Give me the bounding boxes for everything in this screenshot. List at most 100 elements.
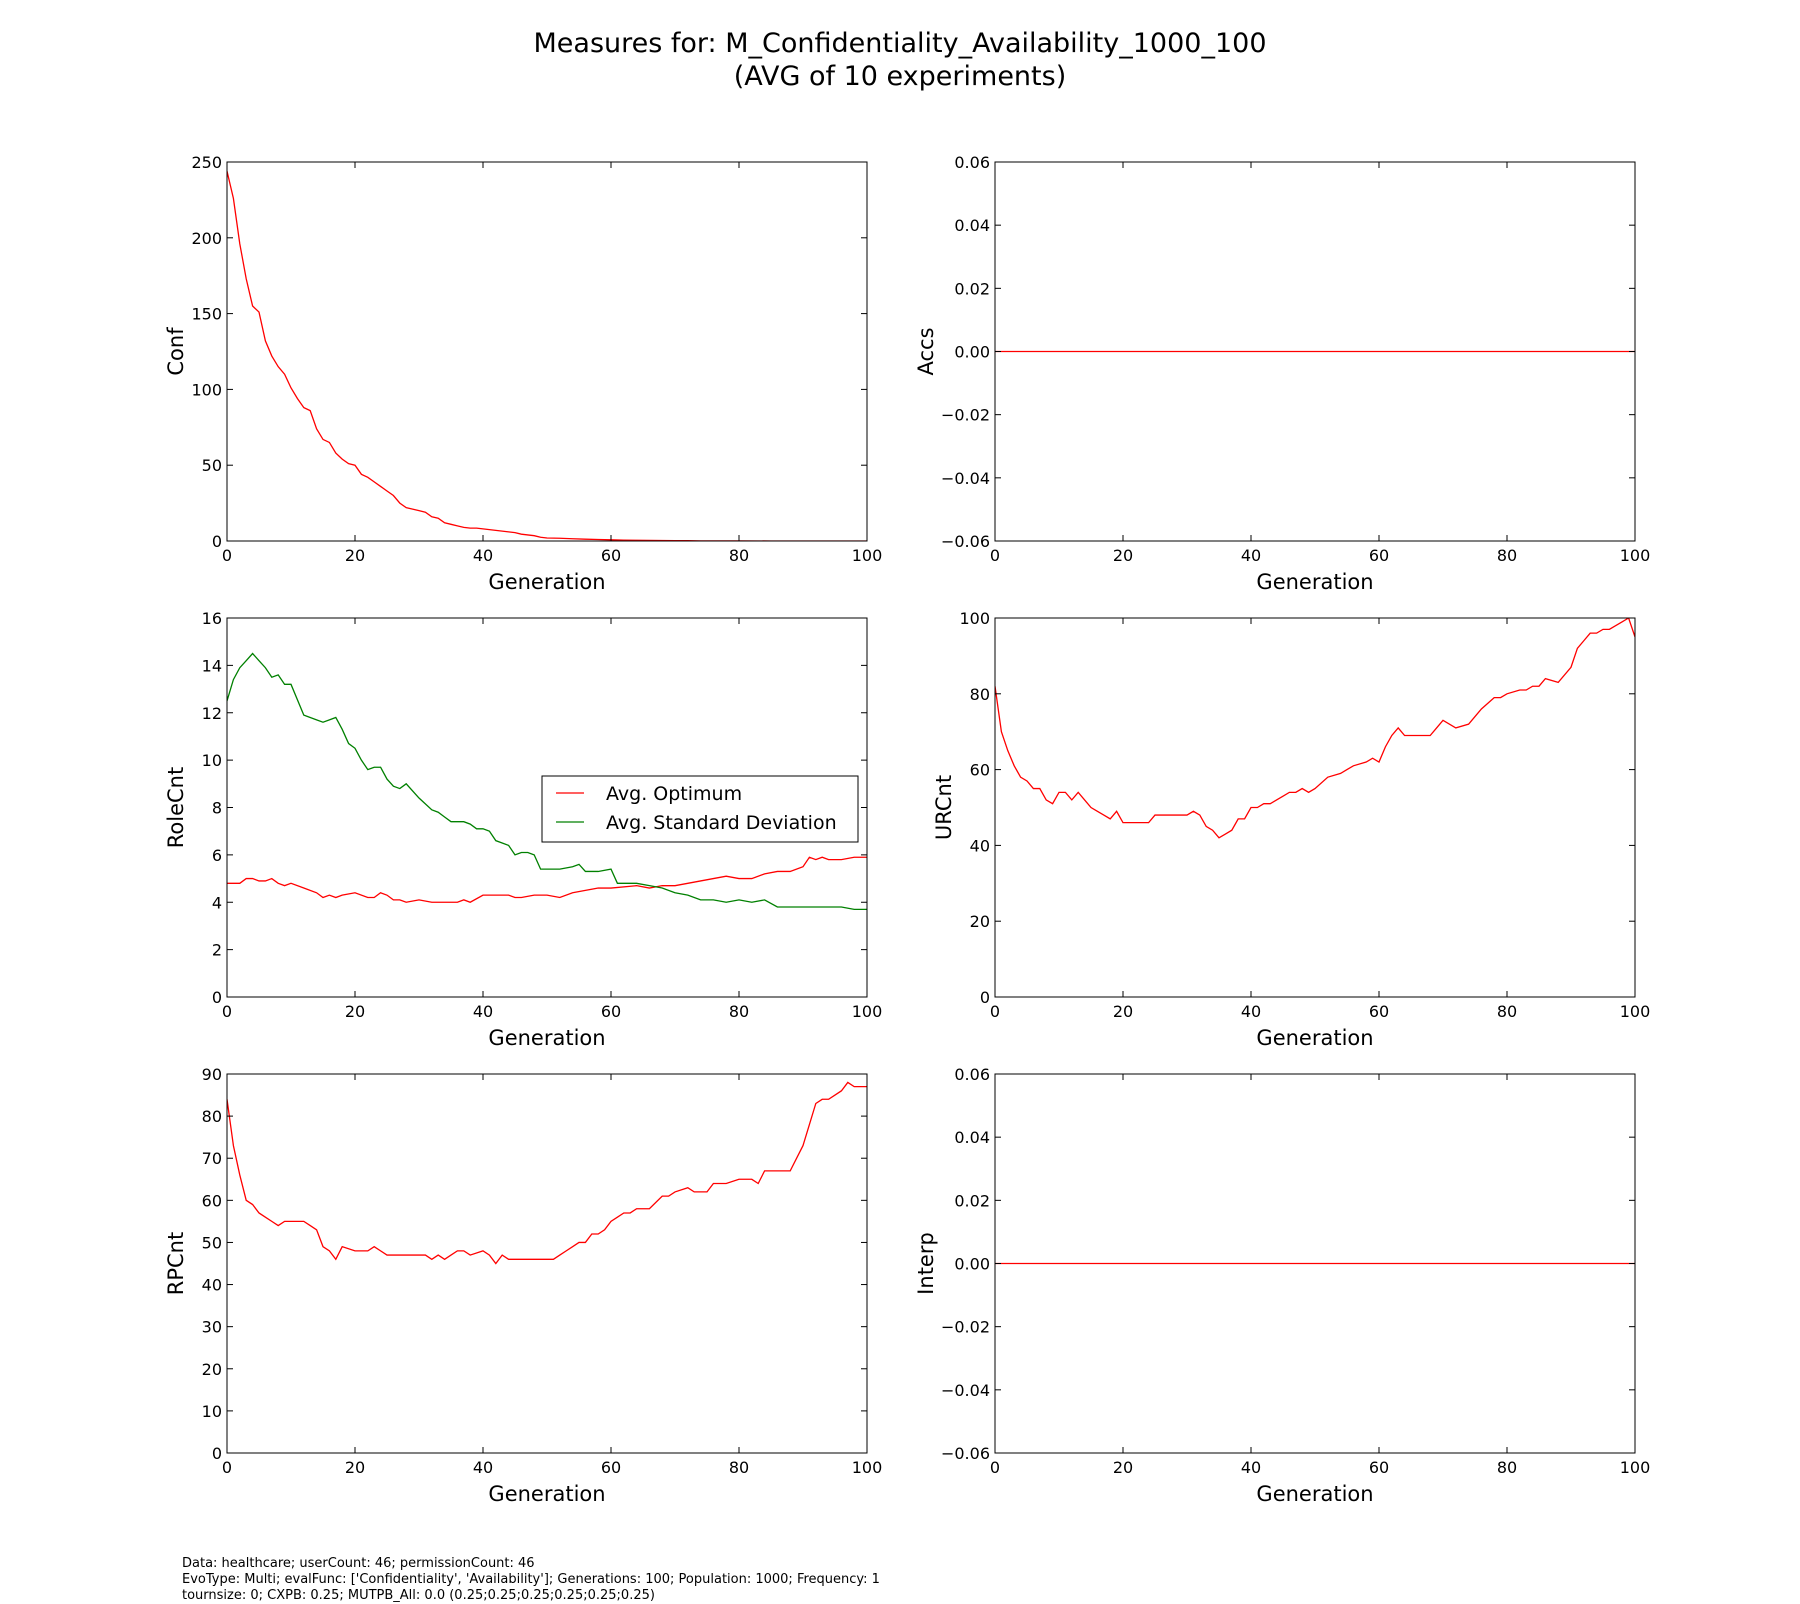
x-axis-label: Generation: [488, 1482, 605, 1506]
x-tick-label: 100: [852, 1458, 883, 1477]
y-tick-label: 80: [970, 685, 990, 704]
series-line-conf-0: [227, 170, 867, 541]
x-tick-label: 60: [1369, 1002, 1389, 1021]
panel-interp: 0 20 40 60 80 100 −0.06 −0.04 −0.02 0.00 0.02 0.04 0…: [914, 1065, 1650, 1506]
y-tick-label: −0.02: [941, 406, 990, 425]
figure-title: Measures for: M_Confidentiality_Availabi…: [533, 28, 1267, 59]
y-tick-label: −0.04: [941, 469, 990, 488]
y-tick-label: 0.04: [954, 1128, 990, 1147]
axes-frame: [994, 617, 1636, 998]
y-tick-label: 0.02: [954, 1191, 990, 1210]
x-tick-label: 80: [729, 1002, 749, 1021]
x-tick-label: 0: [990, 1458, 1000, 1477]
series-line-rpcnt-0: [227, 1081, 867, 1265]
legend-label: Avg. Optimum: [606, 783, 742, 805]
y-tick-label: 0: [212, 532, 222, 551]
y-tick-label: 0.02: [954, 279, 990, 298]
y-axis-label: Interp: [914, 1232, 938, 1295]
y-tick-label: 70: [202, 1149, 222, 1168]
y-tick-label: 30: [202, 1318, 222, 1337]
panel-rolecnt: 0 20 40 60 80 100 0 2 4 6 8 10 12 14 16 Generation RoleC…: [164, 609, 882, 1050]
x-tick-label: 80: [729, 1458, 749, 1477]
x-tick-label: 0: [222, 1458, 232, 1477]
x-tick-label: 80: [1497, 546, 1517, 565]
figure-footer: Data: healthcare; userCount: 46; permiss…: [182, 1556, 880, 1604]
y-tick-label: 80: [202, 1107, 222, 1126]
y-axis-label: URCnt: [932, 775, 956, 840]
y-tick-label: 100: [191, 380, 222, 399]
x-axis-label: Generation: [1256, 570, 1373, 594]
x-tick-label: 0: [990, 546, 1000, 565]
x-tick-label: 20: [1113, 546, 1133, 565]
x-axis-label: Generation: [488, 1026, 605, 1050]
x-tick-label: 40: [473, 1458, 493, 1477]
x-tick-label: 60: [601, 546, 621, 565]
y-tick-label: 0.04: [954, 216, 990, 235]
y-tick-label: 0.00: [954, 343, 990, 362]
y-tick-label: 0: [980, 988, 990, 1007]
y-tick-label: 60: [970, 761, 990, 780]
y-tick-label: 0.06: [954, 1065, 990, 1084]
x-tick-label: 20: [345, 1002, 365, 1021]
x-axis-label: Generation: [1256, 1026, 1373, 1050]
y-tick-label: 6: [212, 846, 222, 865]
axes-frame: [226, 161, 868, 542]
y-tick-label: 20: [202, 1360, 222, 1379]
x-tick-label: 0: [222, 1002, 232, 1021]
y-tick-label: 200: [191, 229, 222, 248]
series-line-urcnt-0: [995, 618, 1635, 839]
y-tick-label: 0: [212, 988, 222, 1007]
x-tick-label: 20: [1113, 1002, 1133, 1021]
x-tick-label: 40: [473, 546, 493, 565]
x-tick-label: 60: [1369, 546, 1389, 565]
panel-accs: 0 20 40 60 80 100 −0.06 −0.04 −0.02 0.00 0.02 0.04 0…: [914, 153, 1650, 594]
y-tick-label: −0.04: [941, 1381, 990, 1400]
series-line-rolecnt-avg-standard-deviation: [227, 652, 867, 911]
y-tick-label: 60: [202, 1191, 222, 1210]
y-tick-label: 10: [202, 1402, 222, 1421]
x-axis-label: Generation: [488, 570, 605, 594]
panel-conf: 0 20 40 60 80 100 0 50 100 150 200 250 Generation Con…: [164, 153, 882, 594]
legend-box: [541, 775, 859, 843]
x-axis-label: Generation: [1256, 1482, 1373, 1506]
x-tick-label: 100: [1620, 1458, 1651, 1477]
x-tick-label: 20: [1113, 1458, 1133, 1477]
y-tick-label: 16: [202, 609, 222, 628]
footer-line-data: Data: healthcare; userCount: 46; permiss…: [182, 1556, 535, 1571]
legend-label: Avg. Standard Deviation: [606, 812, 837, 834]
y-tick-label: 90: [202, 1065, 222, 1084]
series-line-rolecnt-avg-optimum: [227, 856, 867, 903]
x-tick-label: 80: [729, 546, 749, 565]
x-tick-label: 40: [473, 1002, 493, 1021]
y-tick-label: 14: [202, 656, 222, 675]
x-tick-label: 80: [1497, 1458, 1517, 1477]
y-tick-label: 0: [212, 1444, 222, 1463]
x-tick-label: 40: [1241, 1002, 1261, 1021]
y-tick-label: 8: [212, 799, 222, 818]
y-tick-label: 50: [202, 1233, 222, 1252]
figure-subtitle: (AVG of 10 experiments): [733, 61, 1067, 92]
x-tick-label: 100: [852, 546, 883, 565]
footer-line-evo: EvoType: Multi; evalFunc: ['Confidential…: [182, 1572, 880, 1587]
x-tick-label: 60: [601, 1458, 621, 1477]
x-tick-label: 100: [1620, 1002, 1651, 1021]
x-tick-label: 100: [852, 1002, 883, 1021]
x-tick-label: 60: [1369, 1458, 1389, 1477]
x-tick-label: 60: [601, 1002, 621, 1021]
y-tick-label: 10: [202, 751, 222, 770]
y-tick-label: 40: [202, 1276, 222, 1295]
y-tick-label: 4: [212, 893, 222, 912]
y-tick-label: −0.06: [941, 532, 990, 551]
y-tick-label: 150: [191, 305, 222, 324]
y-tick-label: 100: [959, 609, 990, 628]
y-tick-label: 20: [970, 912, 990, 931]
y-tick-label: 2: [212, 941, 222, 960]
axes-frame: [226, 1073, 868, 1454]
x-tick-label: 20: [345, 546, 365, 565]
y-tick-label: 250: [191, 153, 222, 172]
y-axis-label: RoleCnt: [164, 767, 188, 848]
panel-urcnt: 0 20 40 60 80 100 0 20 40 60 80 100 Generation URCnt: [932, 609, 1650, 1050]
x-tick-label: 100: [1620, 546, 1651, 565]
